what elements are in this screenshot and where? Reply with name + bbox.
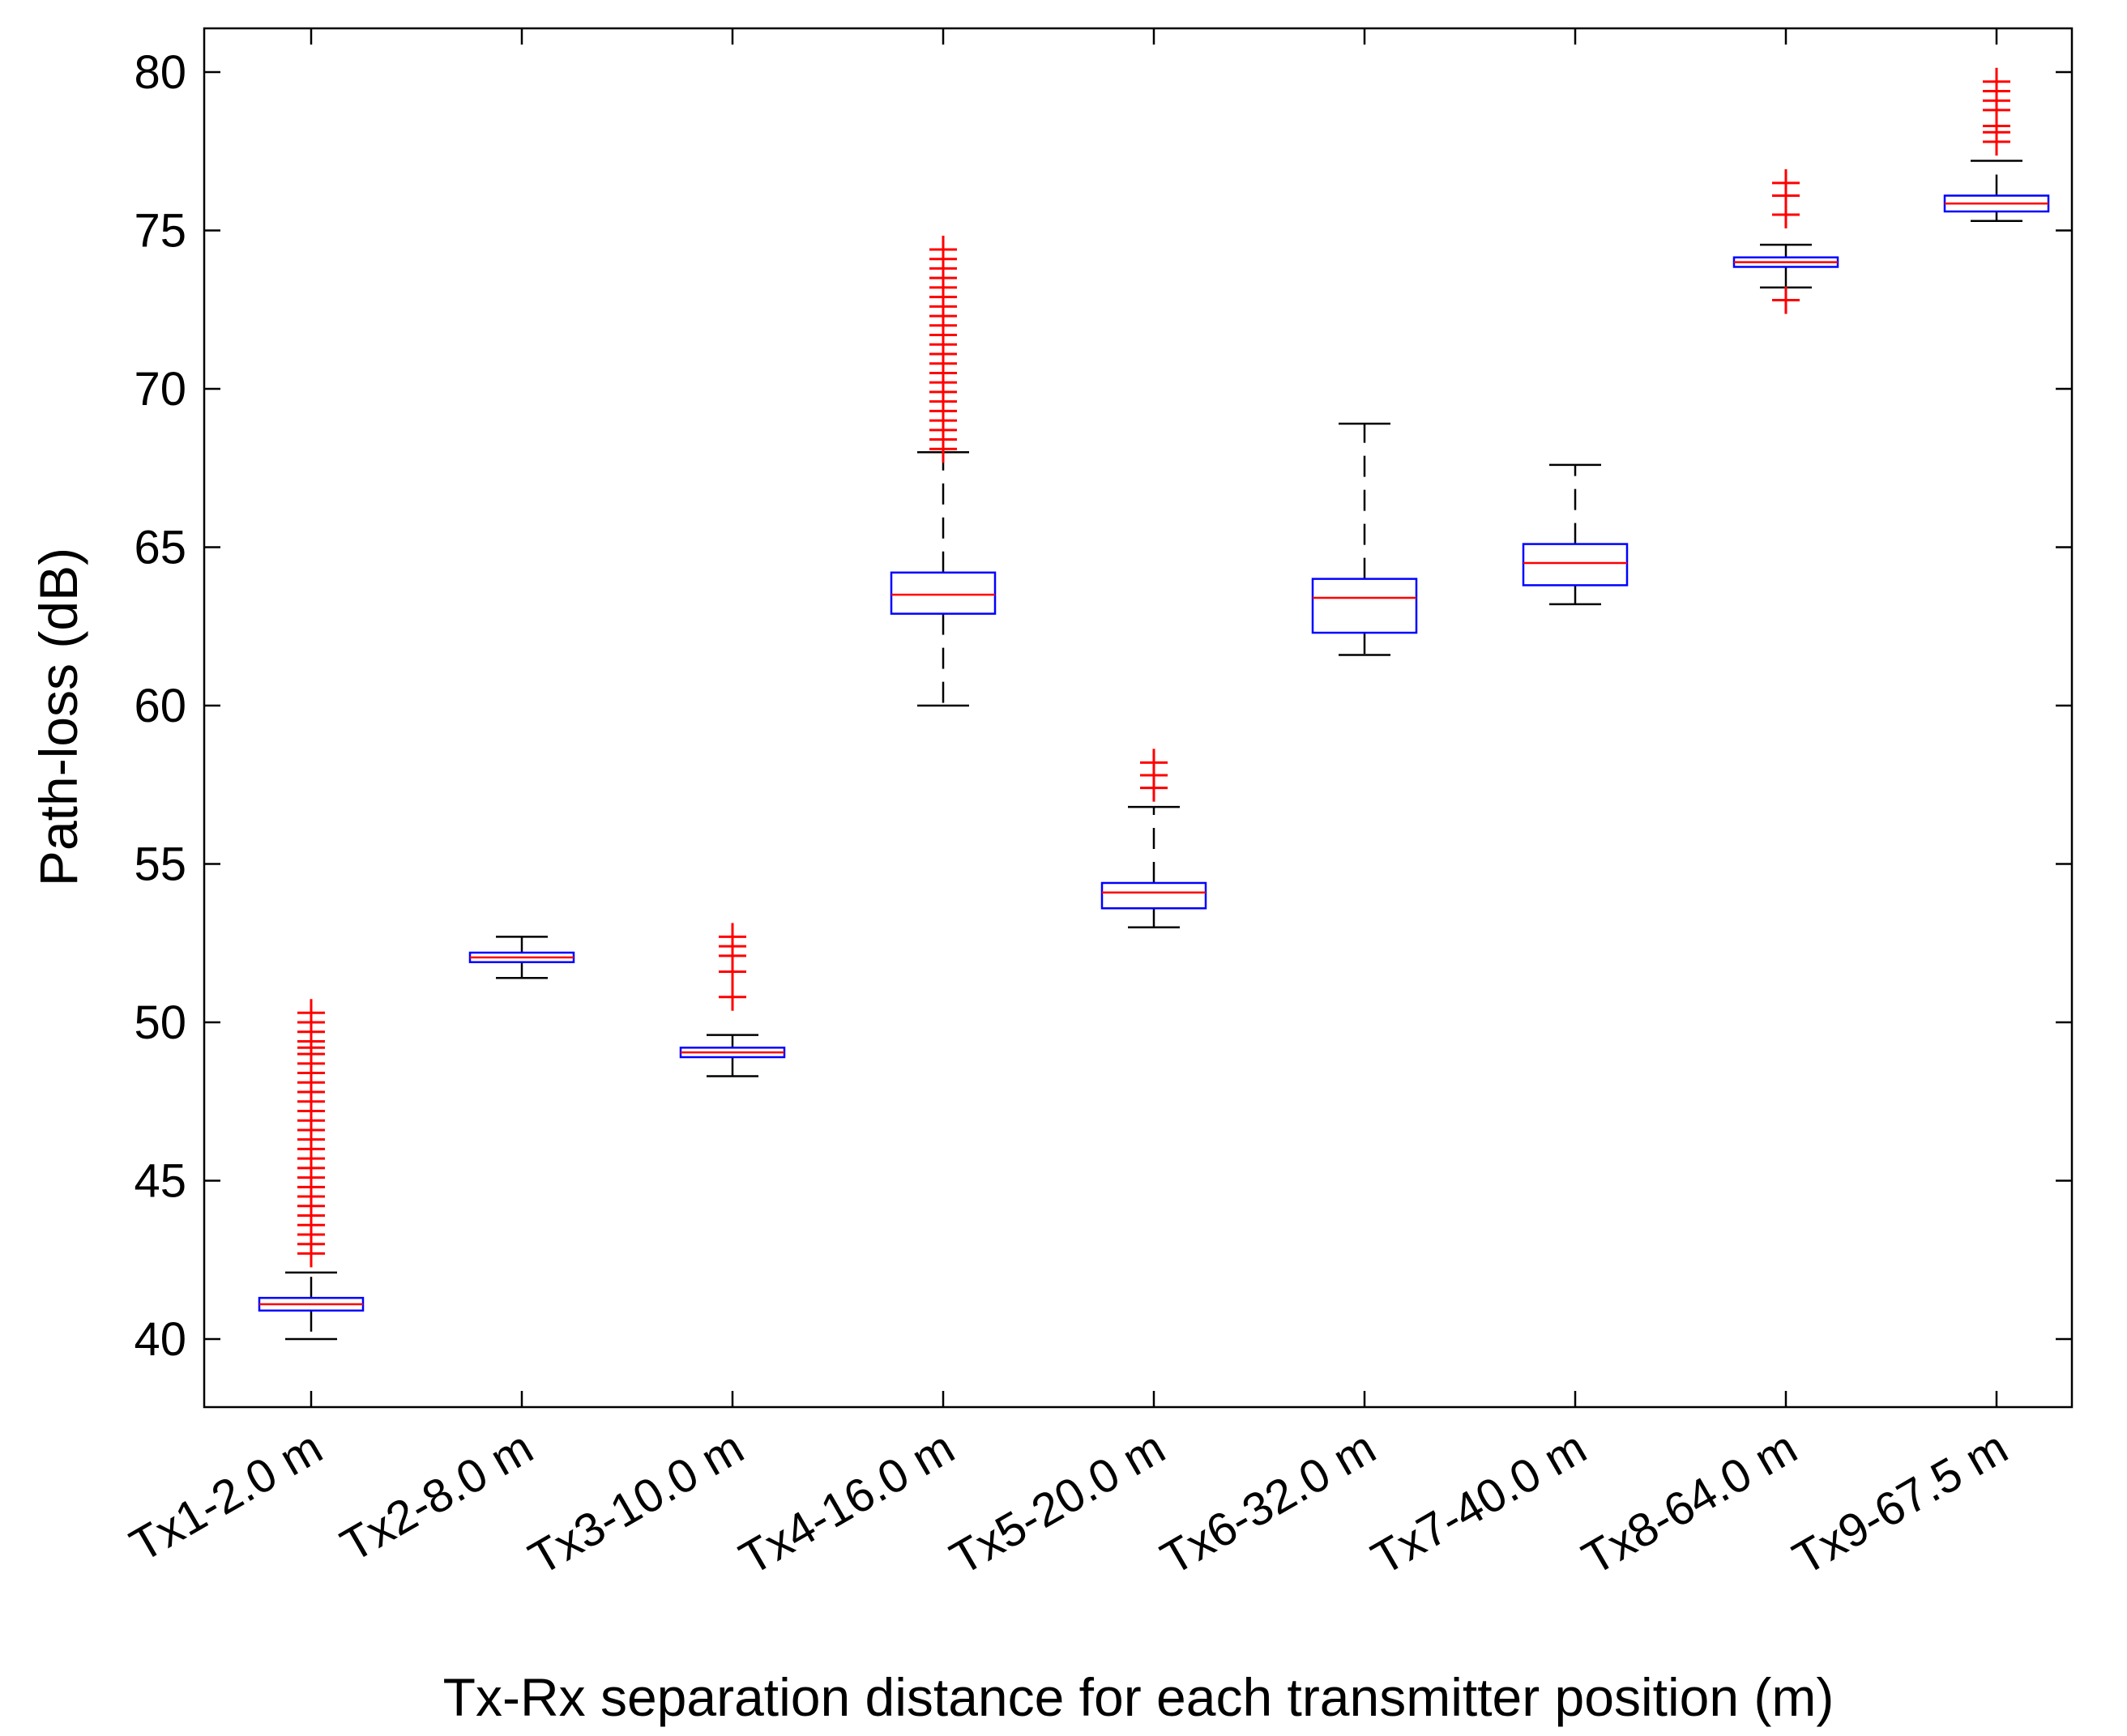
y-tick-label: 40 <box>134 1313 186 1366</box>
y-tick-label: 60 <box>134 680 186 732</box>
y-tick-label: 55 <box>134 838 186 891</box>
box-group <box>1732 168 1839 314</box>
y-tick-label: 70 <box>134 363 186 416</box>
outlier-marker <box>719 983 746 1011</box>
box-group <box>1311 422 1418 656</box>
plot-area-frame <box>203 27 2074 1409</box>
y-tick-label: 65 <box>134 522 186 574</box>
boxplot-series <box>258 67 2050 1341</box>
x-axis-title: Tx-Rx separation distance for each trans… <box>443 1667 1834 1727</box>
outlier-marker <box>1772 286 1800 314</box>
y-axis: 40 45 50 55 60 65 70 75 80 <box>134 46 2072 1366</box>
y-tick-label: 50 <box>134 996 186 1049</box>
box-group <box>258 999 365 1341</box>
box-group <box>1100 749 1207 928</box>
box-group <box>890 235 997 707</box>
box-iqr <box>1100 881 1207 910</box>
y-tick-label: 75 <box>134 205 186 258</box>
outlier-marker <box>1140 749 1168 777</box>
y-tick-label: 45 <box>134 1155 186 1208</box>
box-group <box>679 923 786 1077</box>
box-group <box>1522 463 1629 606</box>
outlier-marker <box>1772 168 1800 197</box>
box-iqr <box>1311 578 1418 634</box>
y-tick-label: 80 <box>134 46 186 99</box>
box-group <box>1943 67 2050 223</box>
y-axis-title: Path-loss (dB) <box>28 548 88 886</box>
box-iqr <box>1522 543 1629 586</box>
outlier-marker <box>929 235 957 263</box>
outlier-marker <box>1983 67 2010 96</box>
box-group <box>468 936 575 979</box>
outlier-marker <box>297 999 325 1027</box>
outlier-marker <box>719 923 746 951</box>
box-iqr <box>890 571 997 615</box>
